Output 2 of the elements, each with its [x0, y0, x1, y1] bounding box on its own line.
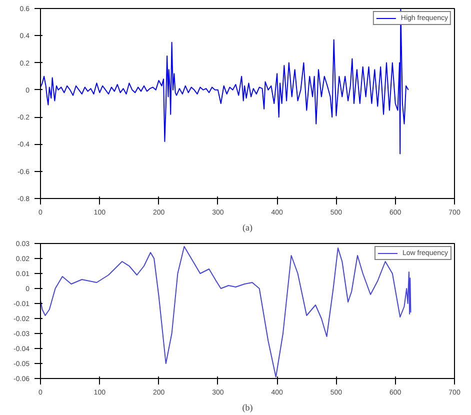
- x-axis-title: (a): [242, 222, 253, 232]
- x-axis-title: (b): [242, 402, 253, 412]
